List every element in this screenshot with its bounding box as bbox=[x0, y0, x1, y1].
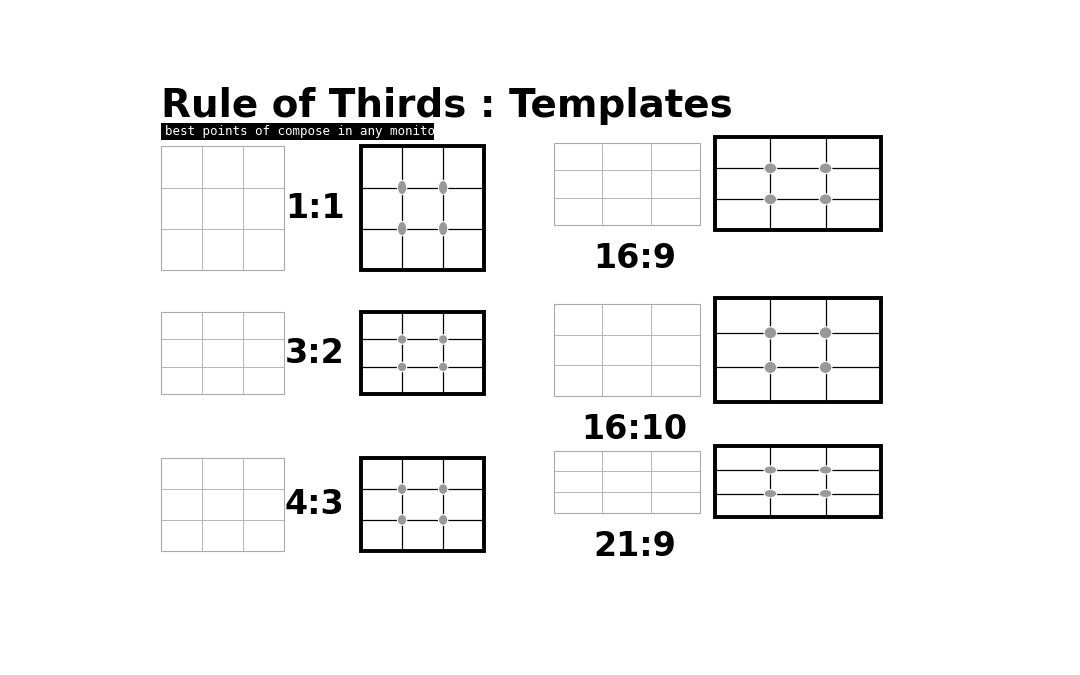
Bar bbox=[715, 137, 881, 230]
Ellipse shape bbox=[397, 514, 407, 525]
Ellipse shape bbox=[438, 514, 448, 525]
Text: 4:3: 4:3 bbox=[285, 488, 345, 521]
Bar bbox=[361, 458, 484, 551]
Text: 16:9: 16:9 bbox=[593, 242, 676, 275]
Ellipse shape bbox=[438, 221, 448, 236]
Ellipse shape bbox=[820, 194, 832, 205]
Text: 3:2: 3:2 bbox=[285, 337, 345, 370]
Bar bbox=[161, 146, 284, 269]
Ellipse shape bbox=[764, 163, 777, 173]
Bar bbox=[554, 451, 700, 513]
Text: best points of compose in any monitors aspect ratio: best points of compose in any monitors a… bbox=[164, 126, 548, 138]
Ellipse shape bbox=[764, 361, 777, 373]
Text: 1:1: 1:1 bbox=[285, 192, 345, 225]
Ellipse shape bbox=[438, 180, 448, 194]
Bar bbox=[361, 312, 484, 394]
Ellipse shape bbox=[764, 489, 777, 497]
Text: Rule of Thirds : Templates: Rule of Thirds : Templates bbox=[161, 87, 732, 125]
Ellipse shape bbox=[820, 466, 832, 474]
Ellipse shape bbox=[397, 335, 407, 344]
Ellipse shape bbox=[764, 327, 777, 339]
Bar bbox=[161, 312, 284, 394]
Ellipse shape bbox=[397, 484, 407, 495]
Ellipse shape bbox=[820, 163, 832, 173]
Ellipse shape bbox=[438, 362, 448, 372]
Bar bbox=[361, 146, 484, 269]
Ellipse shape bbox=[438, 484, 448, 495]
Ellipse shape bbox=[764, 194, 777, 205]
Ellipse shape bbox=[764, 466, 777, 474]
Bar bbox=[554, 142, 700, 225]
Ellipse shape bbox=[397, 180, 407, 194]
Bar bbox=[161, 458, 284, 551]
Ellipse shape bbox=[820, 489, 832, 497]
Ellipse shape bbox=[820, 361, 832, 373]
Ellipse shape bbox=[397, 221, 407, 236]
Bar bbox=[554, 304, 700, 396]
Text: 21:9: 21:9 bbox=[593, 530, 676, 563]
Bar bbox=[715, 446, 881, 517]
Ellipse shape bbox=[397, 362, 407, 372]
Bar bbox=[715, 298, 881, 402]
Text: 16:10: 16:10 bbox=[581, 413, 687, 446]
Ellipse shape bbox=[820, 327, 832, 339]
Bar bbox=[161, 124, 434, 140]
Ellipse shape bbox=[438, 335, 448, 344]
